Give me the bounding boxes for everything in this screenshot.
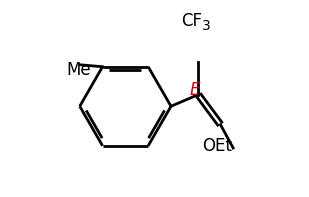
Text: E: E [189, 81, 200, 99]
Text: 3: 3 [202, 19, 211, 33]
Text: Me: Me [66, 61, 91, 79]
Text: CF: CF [181, 12, 202, 30]
Text: OEt: OEt [202, 137, 232, 155]
